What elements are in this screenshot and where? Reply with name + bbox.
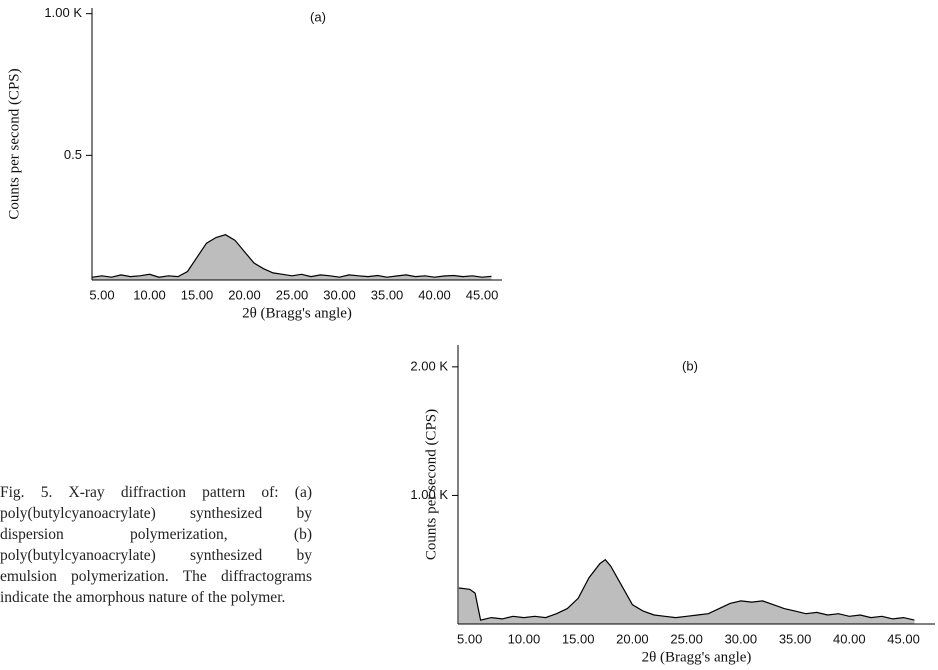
y-axis-label: Counts per second (CPS) [423, 409, 439, 560]
x-tick-label: 35.00 [779, 631, 812, 646]
y-tick-label: 1.00 K [410, 487, 448, 502]
x-tick-label: 10.00 [133, 287, 166, 302]
x-tick-label: 10.00 [508, 631, 541, 646]
x-tick-label: 25.00 [670, 631, 703, 646]
x-tick-label: 45.00 [887, 631, 920, 646]
x-axis-label: 2θ (Bragg's angle) [242, 305, 352, 321]
x-tick-label: 5.00 [89, 287, 114, 302]
x-tick-label: 30.00 [323, 287, 356, 302]
x-axis-label: 2θ (Bragg's angle) [642, 649, 752, 665]
y-axis-label: Counts per second (CPS) [6, 68, 22, 219]
caption: Fig. 5. X-ray diffraction pattern of: (a… [0, 484, 312, 606]
y-tick-label: 1.00 K [44, 5, 82, 20]
chart-title: (a) [310, 9, 326, 24]
y-tick-label: 0.5 [64, 147, 82, 162]
x-tick-label: 40.00 [833, 631, 866, 646]
x-tick-label: 15.00 [562, 631, 595, 646]
x-tick-label: 20.00 [616, 631, 649, 646]
data-line [458, 558, 915, 621]
y-tick-label: 2.00 K [410, 358, 448, 373]
x-tick-label: 20.00 [228, 287, 261, 302]
chart-title: (b) [682, 358, 698, 373]
x-tick-label: 45.00 [466, 287, 499, 302]
x-tick-label: 5.00 [457, 631, 482, 646]
area-fill [458, 559, 915, 624]
x-tick-label: 35.00 [371, 287, 404, 302]
area-fill [92, 234, 492, 280]
data-line [92, 234, 492, 278]
x-tick-label: 30.00 [725, 631, 758, 646]
x-tick-label: 15.00 [181, 287, 214, 302]
x-tick-label: 40.00 [418, 287, 451, 302]
x-tick-label: 25.00 [276, 287, 309, 302]
